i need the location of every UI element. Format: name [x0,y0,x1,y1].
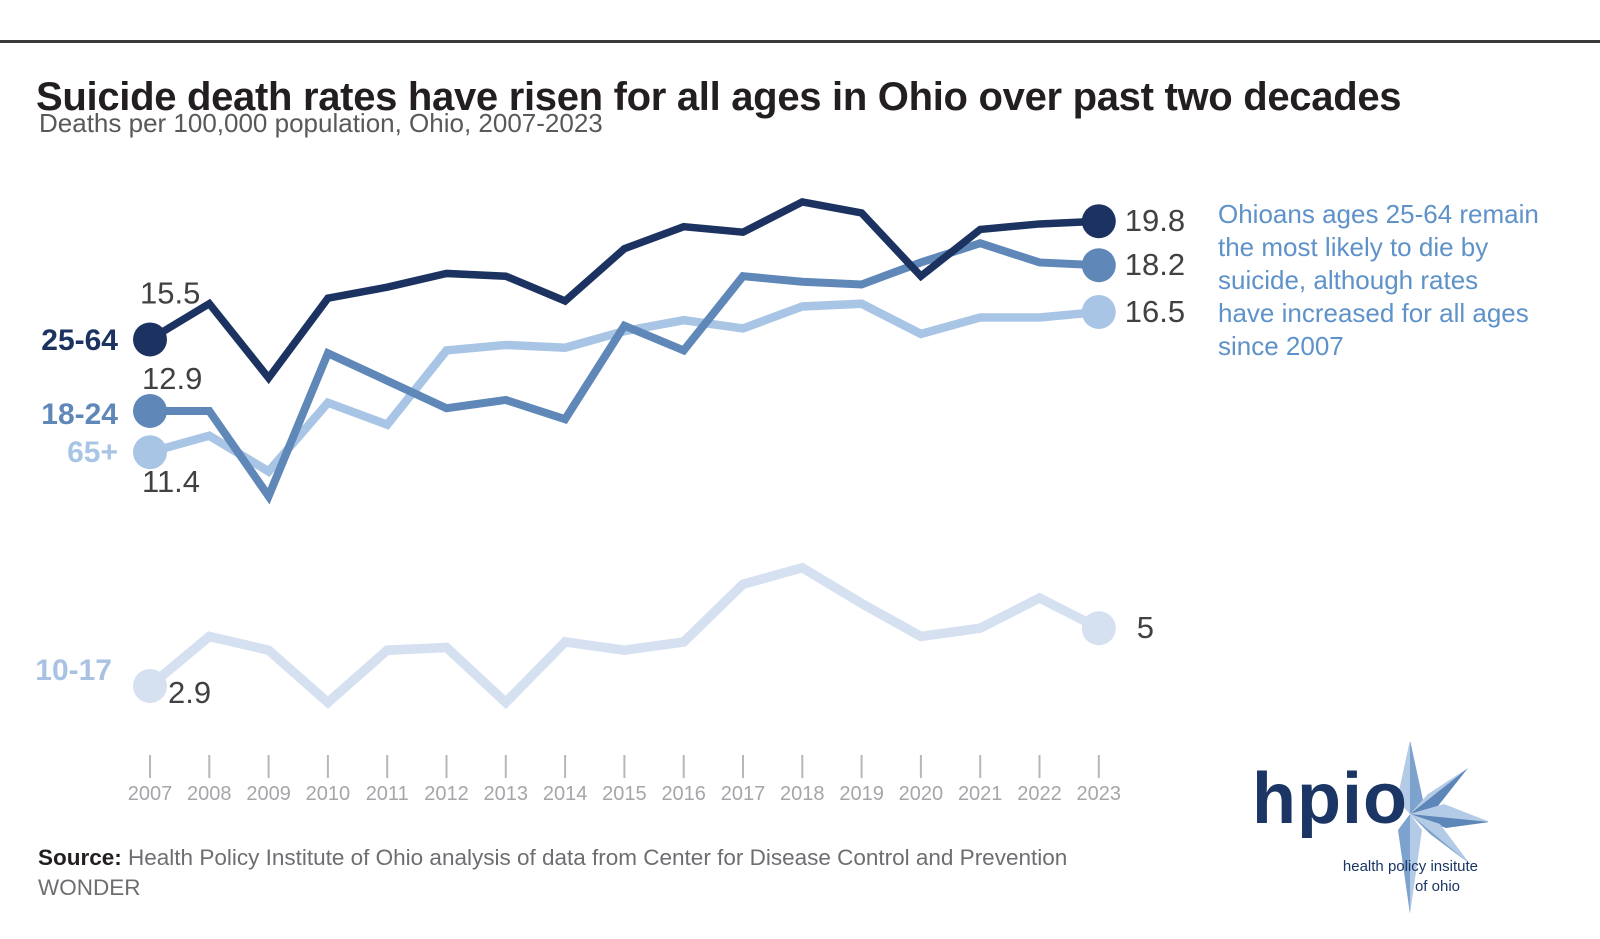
series-end-dot-25-64 [1081,204,1116,239]
source-label: Source: [38,845,122,870]
x-tick-label: 2021 [958,783,1003,805]
series-line-10-17 [145,562,1104,710]
top-rule [0,40,1600,43]
x-tick-label: 2014 [543,783,588,805]
x-tick-label: 2009 [246,783,291,805]
annotation-text: Ohioans ages 25-64 remain the most likel… [1218,199,1539,361]
series-end-dot-65+ [1081,294,1116,329]
series-start-dot-25-64 [133,322,167,357]
source-note: Source: Health Policy Institute of Ohio … [38,843,1098,903]
start-value-label-25-64: 15.5 [140,275,200,310]
x-tick-label: 2016 [661,783,706,805]
x-tick-label: 2013 [484,783,529,805]
x-tick-label: 2022 [1017,783,1062,805]
end-value-label-65+: 16.5 [1125,294,1185,329]
page-subtitle: Deaths per 100,000 population, Ohio, 200… [39,108,603,138]
compass-star-icon [1368,742,1488,914]
source-text: Health Policy Institute of Ohio analysis… [38,845,1068,900]
x-tick-label: 2020 [899,783,944,805]
series-end-dot-18-24 [1081,248,1116,283]
series-end-dot-10-17 [1081,611,1116,646]
hpio-logo: hpio health policy insitute of ohio [1248,742,1488,922]
series-line-18-24 [146,238,1103,505]
series-label-10-17: 10-17 [35,654,112,687]
series-line-25-64 [146,198,1103,385]
x-tick-label: 2018 [780,783,825,805]
start-value-label-18-24: 12.9 [142,361,202,396]
x-tick-label: 2007 [128,783,173,805]
x-tick-label: 2012 [424,783,469,805]
series-start-dot-18-24 [133,393,167,428]
page-title: Suicide death rates have risen for all a… [36,74,1402,119]
x-tick-label: 2017 [721,783,766,805]
series-label-18-24: 18-24 [41,398,118,431]
x-tick-label: 2011 [366,783,409,805]
logo-subtext-line1: health policy insitute [1342,858,1478,875]
end-value-label-25-64: 19.8 [1125,203,1185,238]
x-tick-label: 2019 [839,783,884,805]
x-tick-label: 2023 [1077,783,1122,805]
x-tick-label: 2010 [306,783,351,805]
end-value-label-18-24: 18.2 [1125,247,1185,282]
logo-subtext-line2: of ohio [1414,878,1460,895]
series-start-dot-10-17 [133,668,167,703]
x-tick-label: 2015 [602,783,647,805]
end-value-label-10-17: 5 [1137,610,1154,645]
start-value-label-65+: 11.4 [142,464,200,499]
logo-wordmark: hpio [1252,759,1408,839]
start-value-label-10-17: 2.9 [168,675,211,710]
x-tick-label: 2008 [187,783,232,805]
series-label-65+: 65+ [67,436,118,469]
series-start-dot-65+ [133,435,167,470]
series-label-25-64: 25-64 [41,324,118,357]
